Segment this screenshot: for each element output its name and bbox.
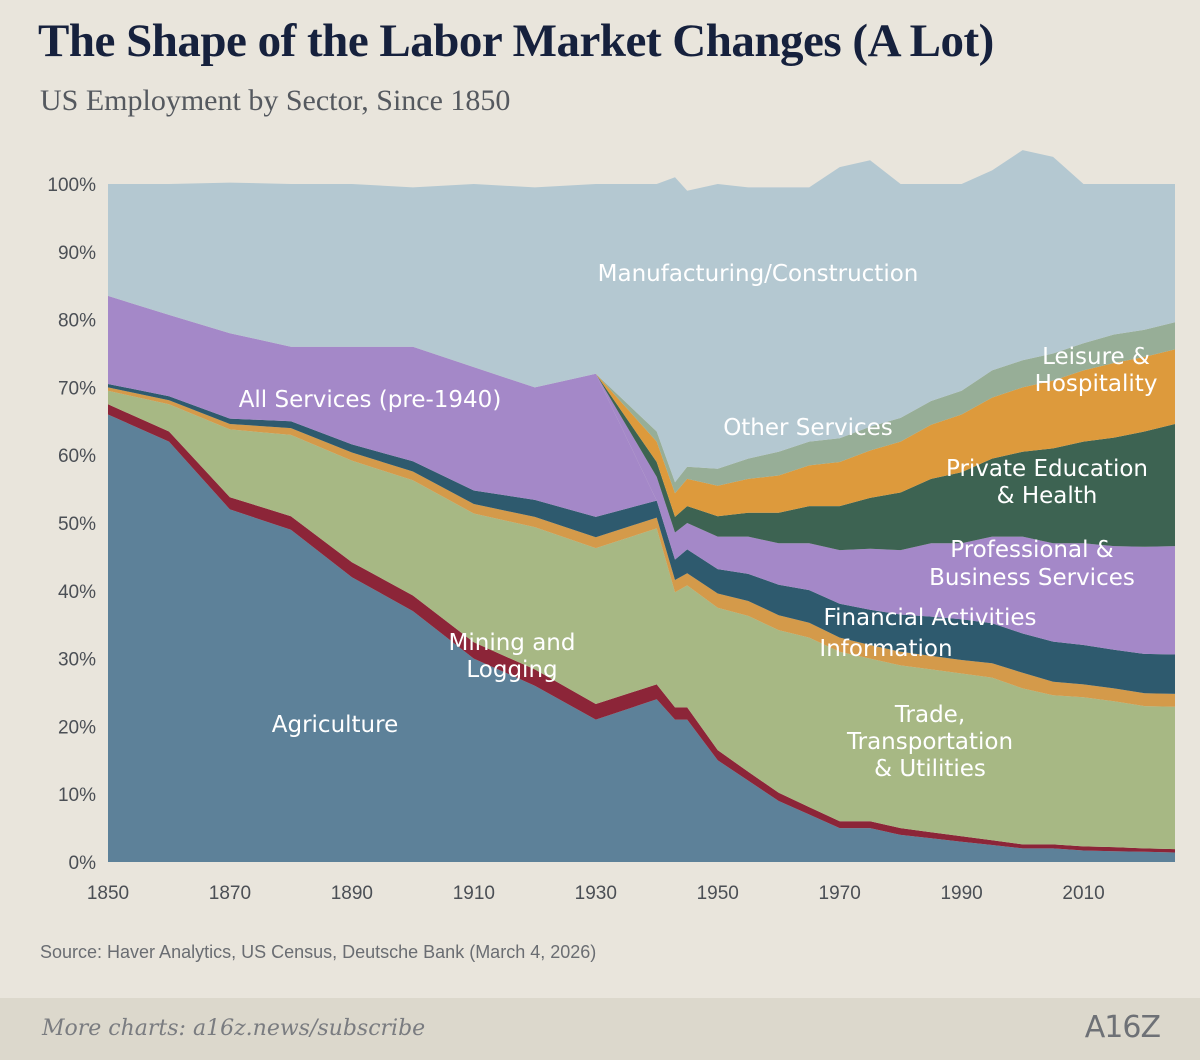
y-axis: 0% 10% 20% 30% 40% 50% 60% 70% 80% 90% 100% [47, 175, 96, 874]
area-professional_business [108, 295, 1175, 655]
area-label-education: & Health [997, 483, 1098, 509]
area-label-mining: Mining and [449, 630, 576, 656]
area-all_services_pre1940 [108, 295, 1175, 655]
y-tick-label: 60% [58, 446, 96, 467]
area-trade_transport_utilities [108, 390, 1175, 850]
y-tick-label: 90% [58, 243, 96, 264]
area-labels: Manufacturing/Construction All Services (… [239, 261, 1158, 782]
area-agriculture [108, 414, 1175, 862]
area-label-leisure: Hospitality [1035, 371, 1158, 397]
source-note: Source: Haver Analytics, US Census, Deut… [40, 942, 597, 962]
area-label-professional: Professional & [950, 537, 1114, 563]
x-tick-label: 1930 [575, 883, 617, 904]
chart-title: The Shape of the Labor Market Changes (A… [38, 15, 994, 67]
x-tick-label: 1990 [940, 883, 982, 904]
area-label-services_pre1940: All Services (pre-1940) [239, 387, 502, 413]
x-tick-label: 1890 [331, 883, 373, 904]
area-information [108, 387, 1175, 707]
y-tick-label: 30% [58, 650, 96, 671]
x-tick-label: 1850 [87, 883, 129, 904]
area-leisure_hospitality [108, 295, 1175, 517]
y-tick-label: 10% [58, 785, 96, 806]
y-tick-label: 40% [58, 582, 96, 603]
y-tick-label: 80% [58, 311, 96, 332]
x-tick-label: 2010 [1062, 883, 1104, 904]
x-tick-label: 1970 [819, 883, 861, 904]
y-tick-label: 20% [58, 717, 96, 738]
area-label-mining: Logging [466, 657, 557, 683]
footer-band [0, 998, 1200, 1060]
y-tick-label: 70% [58, 378, 96, 399]
area-label-financial: Financial Activities [824, 605, 1037, 631]
y-tick-label: 100% [47, 175, 96, 196]
stacked-area-chart: 0%10%20%30%40%50%60%70%80%90%100% 1850 18… [47, 150, 1175, 904]
subscribe-link[interactable]: More charts: a16z.news/subscribe [42, 1016, 426, 1041]
area-label-ttu: Trade, [894, 702, 965, 728]
area-label-ttu: Transportation [846, 729, 1013, 755]
a16z-logo: A16Z [1084, 1010, 1161, 1045]
x-tick-label: 1870 [209, 883, 251, 904]
chart-subtitle: US Employment by Sector, Since 1850 [40, 84, 511, 117]
area-label-other: Other Services [723, 415, 893, 441]
area-manufacturing_construction [108, 150, 1175, 483]
x-axis: 1850 1870 1890 1910 1930 1950 1970 1990 2010 [87, 883, 1105, 904]
area-label-ttu: & Utilities [874, 756, 986, 782]
area-other_services [108, 295, 1175, 494]
area-label-agriculture: Agriculture [272, 712, 399, 738]
area-label-professional: Business Services [929, 565, 1135, 591]
y-tick-label: 50% [58, 514, 96, 535]
area-series-group [108, 150, 1175, 862]
area-financial_activities [108, 384, 1175, 694]
y-tick-label: 0% [69, 853, 97, 874]
area-private_education_health [108, 295, 1175, 551]
area-label-education: Private Education [946, 456, 1148, 482]
area-label-manufacturing: Manufacturing/Construction [598, 261, 919, 287]
area-label-leisure: Leisure & [1042, 344, 1150, 370]
x-tick-label: 1910 [453, 883, 495, 904]
x-tick-label: 1950 [697, 883, 739, 904]
area-label-information: Information [819, 636, 952, 662]
